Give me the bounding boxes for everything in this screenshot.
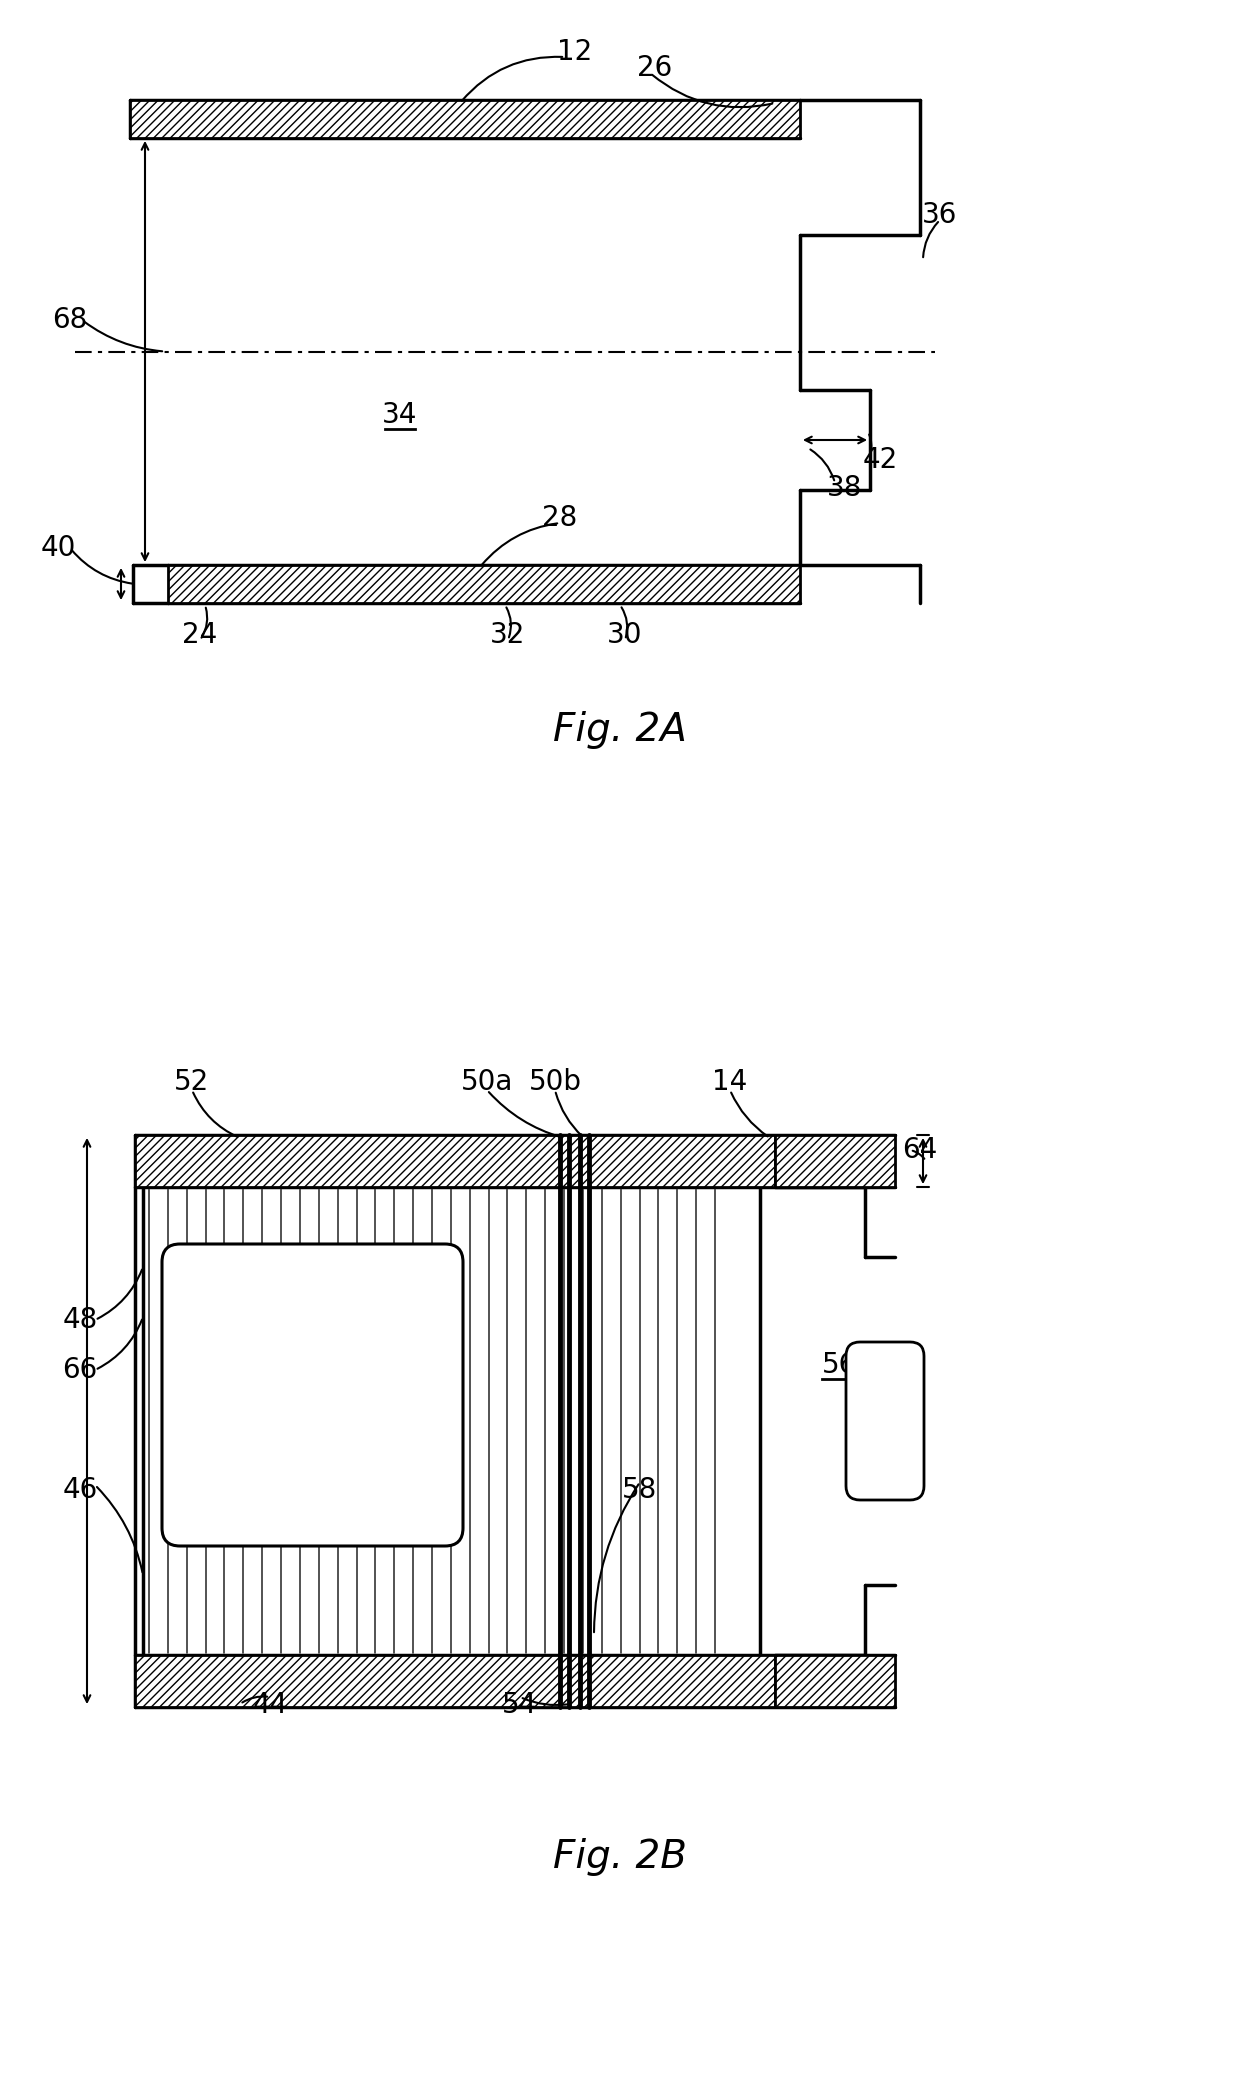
Bar <box>775 1135 895 1187</box>
Text: 46: 46 <box>62 1477 98 1504</box>
Text: 42: 42 <box>862 447 898 474</box>
Text: 28: 28 <box>542 504 578 533</box>
Text: 50a: 50a <box>461 1068 513 1095</box>
Bar <box>130 101 800 138</box>
Text: 68: 68 <box>52 306 88 334</box>
Text: 64: 64 <box>903 1135 937 1164</box>
FancyBboxPatch shape <box>846 1343 924 1500</box>
Text: 40: 40 <box>41 535 76 562</box>
Text: 30: 30 <box>608 621 642 648</box>
Text: 32: 32 <box>490 621 526 648</box>
Text: 44: 44 <box>253 1691 288 1718</box>
Text: 58: 58 <box>622 1477 657 1504</box>
Text: 52: 52 <box>175 1068 210 1095</box>
Text: 50b: 50b <box>528 1068 582 1095</box>
Bar <box>135 1135 775 1187</box>
Text: 66: 66 <box>62 1355 98 1385</box>
Text: 12: 12 <box>557 38 593 65</box>
Text: 36: 36 <box>923 201 957 229</box>
Text: 34: 34 <box>382 401 418 428</box>
FancyBboxPatch shape <box>162 1244 463 1546</box>
Text: 48: 48 <box>62 1305 98 1334</box>
Bar <box>167 564 800 602</box>
Text: 38: 38 <box>827 474 863 501</box>
Text: 26: 26 <box>637 55 672 82</box>
Text: 54: 54 <box>502 1691 538 1718</box>
Bar <box>135 1655 775 1708</box>
Bar <box>775 1655 895 1708</box>
Text: Fig. 2A: Fig. 2A <box>553 711 687 749</box>
Text: 14: 14 <box>712 1068 748 1095</box>
Text: 56: 56 <box>822 1351 858 1378</box>
Text: Fig. 2B: Fig. 2B <box>553 1838 687 1876</box>
Text: 24: 24 <box>182 621 218 648</box>
